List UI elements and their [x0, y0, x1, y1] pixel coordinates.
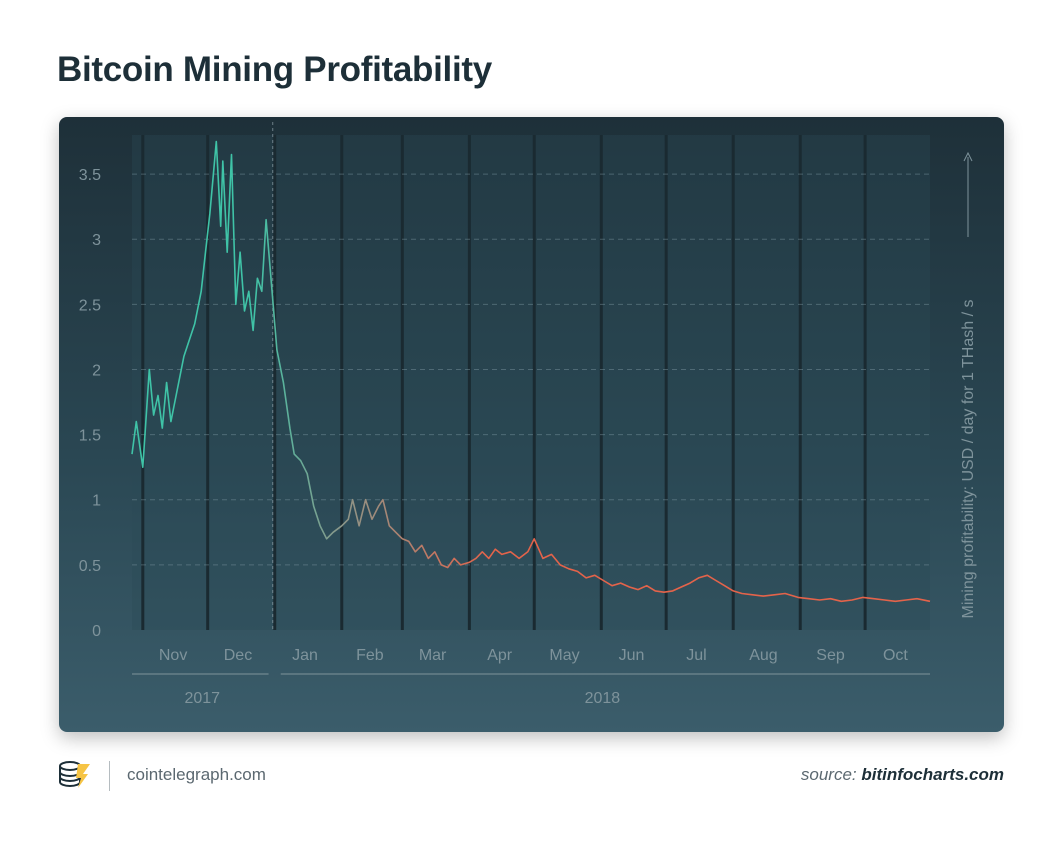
x-tick-label: Apr: [487, 647, 513, 664]
footer-site-link[interactable]: cointelegraph.com: [127, 765, 266, 784]
footer-separator: [109, 761, 110, 791]
source-name: bitinfocharts.com: [861, 765, 1004, 784]
cointelegraph-logo-icon: [56, 760, 92, 797]
x-tick-label: Dec: [224, 647, 252, 664]
x-tick-label: Jun: [619, 647, 645, 664]
footer-source: source: bitinfocharts.com: [801, 765, 1004, 785]
y-axis-arrow-head: [963, 151, 973, 162]
y-tick-label: 2: [92, 362, 101, 379]
plot-area: [132, 135, 930, 630]
chart-title: Bitcoin Mining Profitability: [57, 50, 492, 89]
y-tick-label: 1: [92, 493, 101, 510]
series-line: [131, 140, 931, 603]
source-prefix: source:: [800, 765, 862, 784]
y-tick-label: 3.5: [79, 167, 101, 184]
x-tick-label: Sep: [816, 647, 845, 664]
x-tick-label: Jan: [292, 647, 318, 664]
y-tick-label: 0.5: [79, 558, 101, 575]
x-tick-label: Feb: [356, 647, 384, 664]
x-tick-label: May: [549, 647, 579, 664]
y-tick-label: 1.5: [79, 428, 101, 445]
x-tick-label: Nov: [159, 647, 187, 664]
y-tick-label: 0: [92, 623, 101, 640]
line-chart: 0 0.5 1 1.5 2 2.5 3 3.5 Nov Dec Jan Feb Mar Apr May Jun…: [79, 122, 977, 707]
y-tick-label: 2.5: [79, 297, 101, 314]
chart-panel: 0 0.5 1 1.5 2 2.5 3 3.5 Nov Dec Jan Feb Mar Apr May Jun…: [59, 117, 1004, 732]
x-tick-label: Oct: [883, 647, 908, 664]
y-tick-label: 3: [92, 232, 101, 249]
x-tick-label: Aug: [749, 647, 777, 664]
x-tick-label: Jul: [686, 647, 706, 664]
x-tick-label: Mar: [419, 647, 447, 664]
y-axis-title: Mining profitability: USD / day for 1 TH…: [960, 300, 977, 619]
year-label: 2018: [585, 690, 621, 707]
year-label: 2017: [184, 690, 220, 707]
